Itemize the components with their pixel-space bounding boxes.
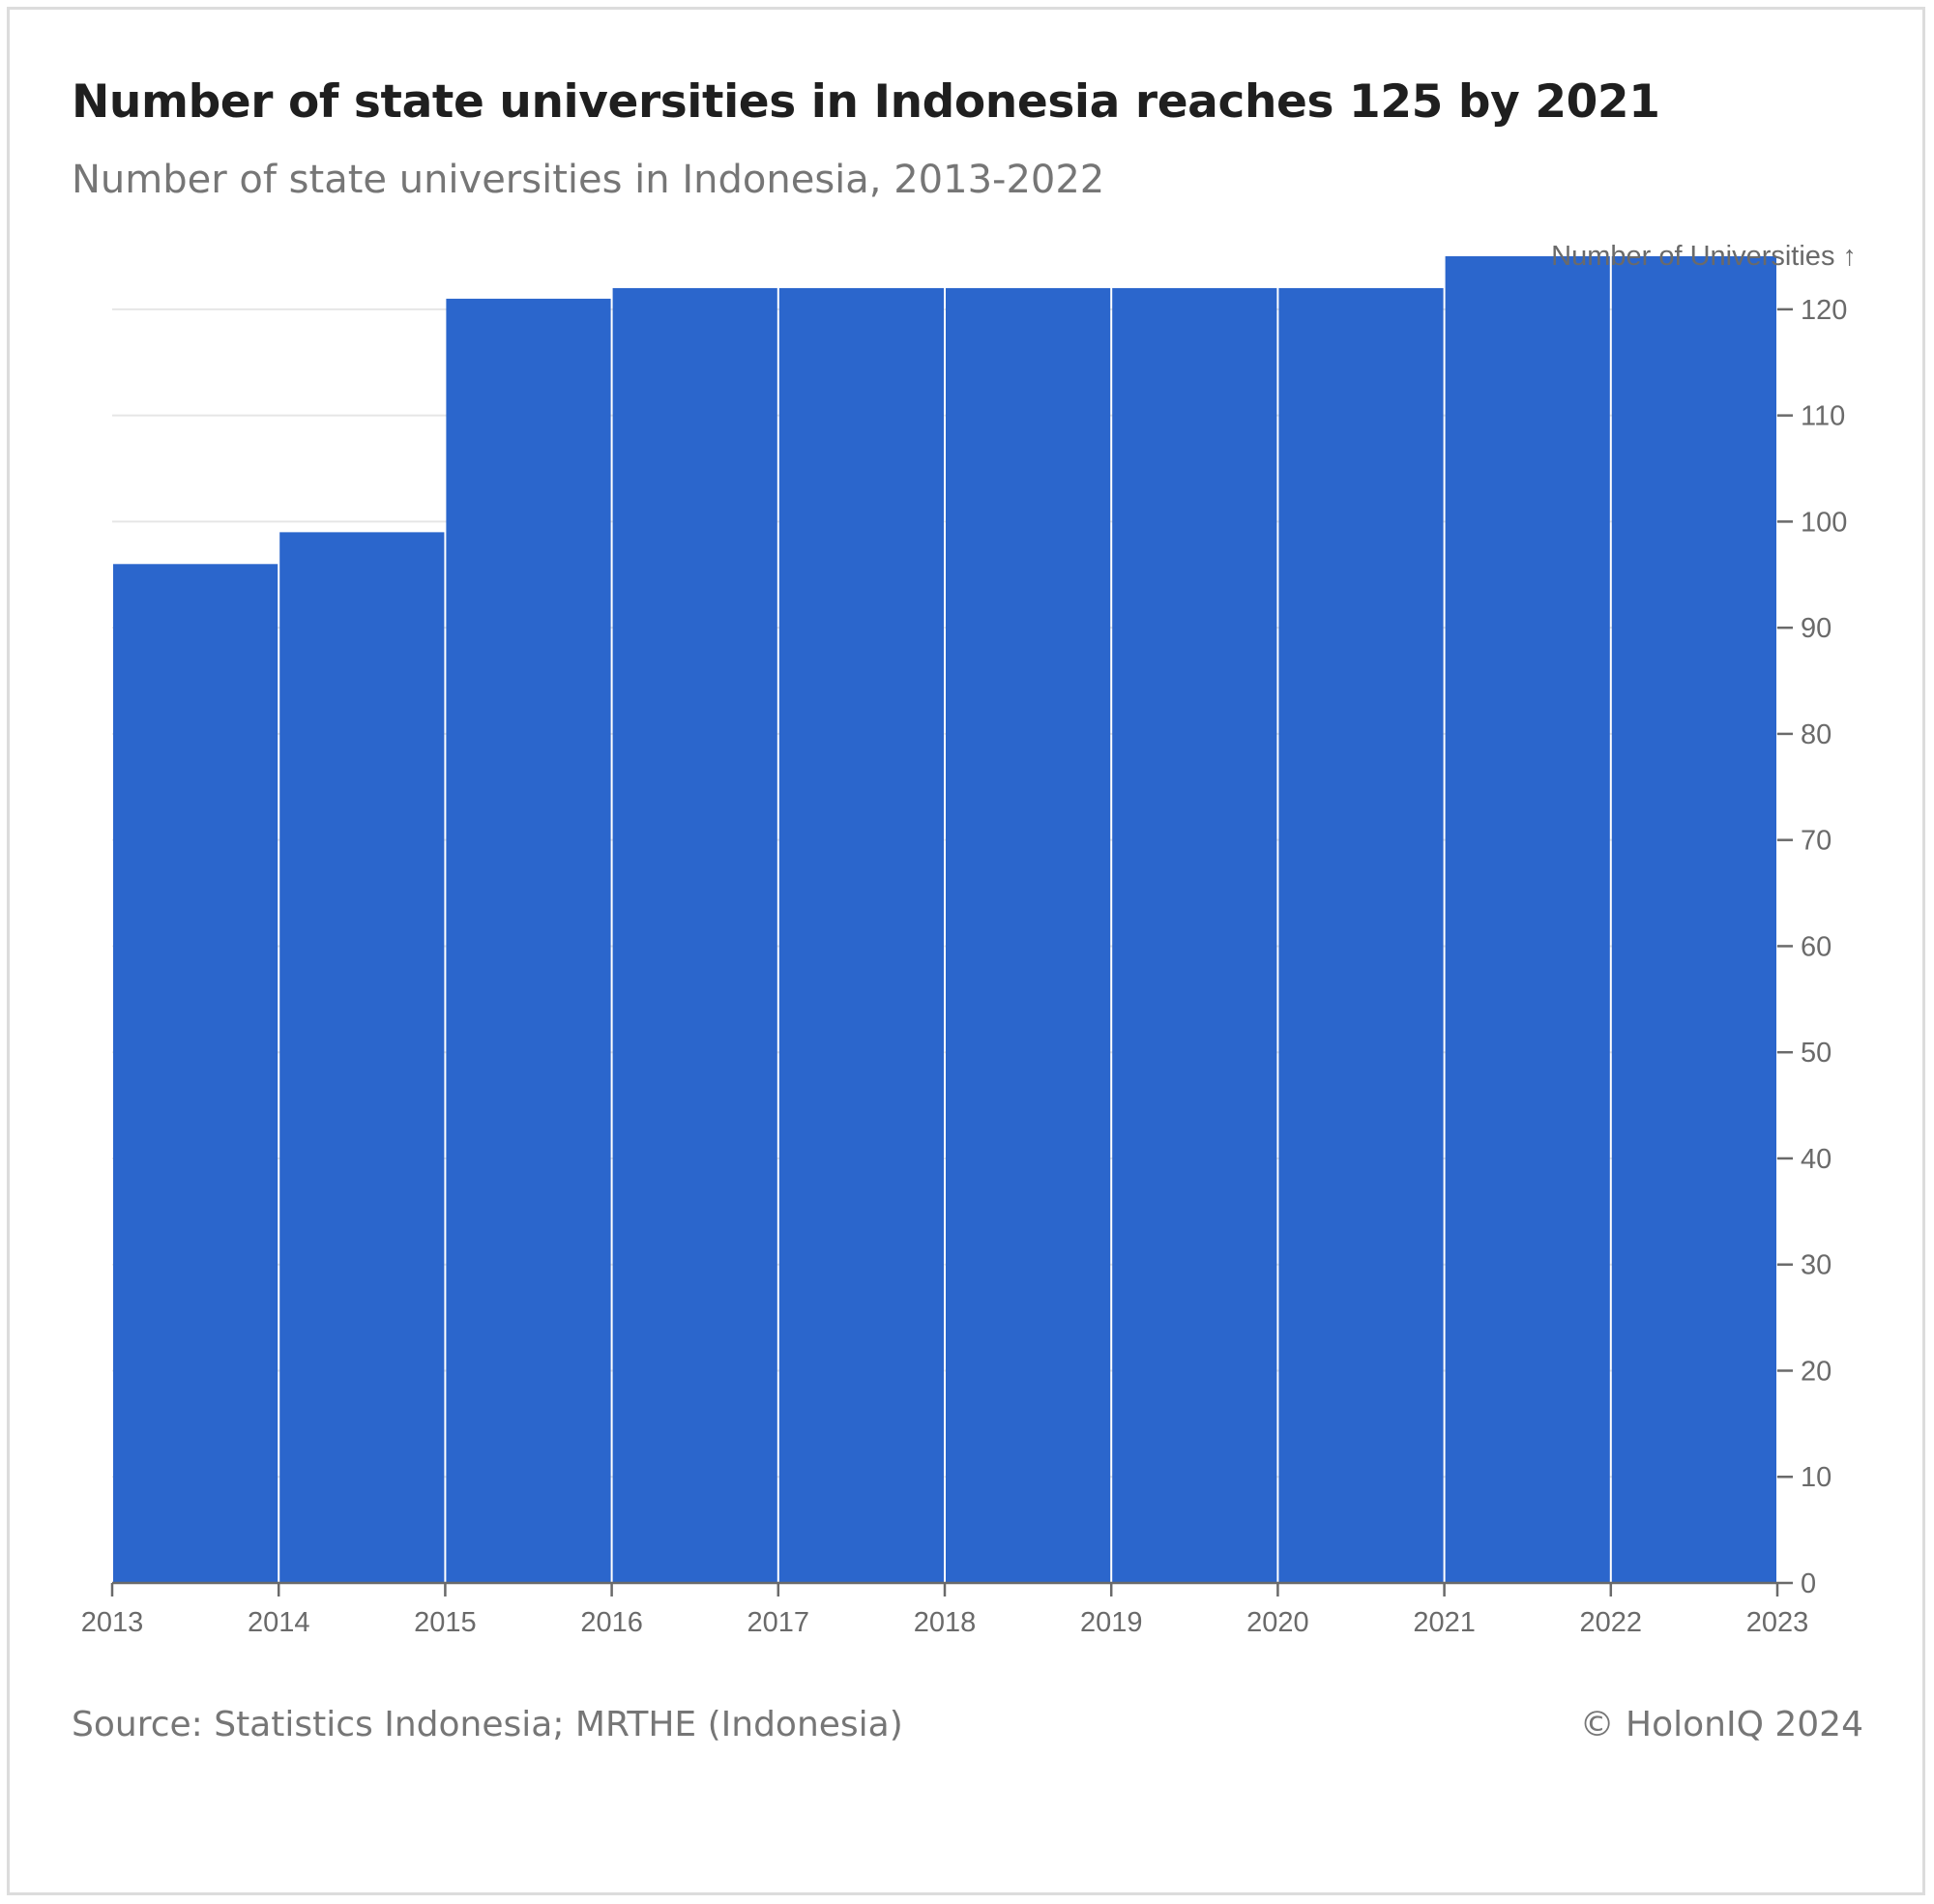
x-tick-label: 2015 bbox=[414, 1607, 477, 1638]
y-tick-label: 80 bbox=[1801, 719, 1831, 750]
bars bbox=[113, 256, 1776, 1584]
y-tick-label: 50 bbox=[1801, 1038, 1831, 1069]
y-tick-label: 60 bbox=[1801, 931, 1831, 962]
y-tick-label: 0 bbox=[1801, 1568, 1816, 1599]
copyright-note: © HolonIQ 2024 bbox=[1579, 1705, 1863, 1744]
x-tick-label: 2022 bbox=[1580, 1607, 1643, 1638]
x-tick-label: 2018 bbox=[914, 1607, 977, 1638]
x-tick-label: 2014 bbox=[248, 1607, 310, 1638]
bar-2017 bbox=[778, 287, 944, 1584]
y-tick-label: 120 bbox=[1801, 295, 1847, 326]
y-axis-label: Number of Universities ↑ bbox=[1551, 241, 1857, 272]
y-tick-label: 20 bbox=[1801, 1356, 1831, 1387]
y-tick-label: 30 bbox=[1801, 1250, 1831, 1281]
chart-title: Number of state universities in Indonesi… bbox=[72, 75, 1660, 129]
bar-2020 bbox=[1278, 287, 1444, 1584]
y-tick-label: 10 bbox=[1801, 1462, 1831, 1493]
bar-2019 bbox=[1112, 287, 1277, 1584]
bar-2018 bbox=[946, 287, 1111, 1584]
x-tick-label: 2023 bbox=[1746, 1607, 1809, 1638]
y-tick-label: 40 bbox=[1801, 1144, 1831, 1175]
bar-2022 bbox=[1611, 256, 1776, 1583]
bar-2015 bbox=[446, 298, 611, 1583]
x-tick-label: 2016 bbox=[580, 1607, 643, 1638]
x-axis: 2013 2014 2015 2016 2017 2018 2019 2020 2021 2022… bbox=[81, 1581, 1809, 1638]
bar-2016 bbox=[612, 287, 777, 1584]
x-tick-label: 2017 bbox=[747, 1607, 810, 1638]
chart-subtitle: Number of state universities in Indonesi… bbox=[72, 158, 1105, 202]
x-tick-label: 2020 bbox=[1246, 1607, 1309, 1638]
bar-2014 bbox=[279, 532, 445, 1583]
x-tick-label: 2013 bbox=[81, 1607, 144, 1638]
y-tick-label: 110 bbox=[1801, 401, 1845, 432]
x-tick-label: 2021 bbox=[1413, 1607, 1476, 1638]
bar-2021 bbox=[1445, 256, 1610, 1583]
bar-2013 bbox=[113, 564, 278, 1584]
x-tick-label: 2019 bbox=[1080, 1607, 1143, 1638]
source-note: Source: Statistics Indonesia; MRTHE (Ind… bbox=[72, 1705, 903, 1744]
y-axis: 0 10 20 30 40 50 60 70 80 90 100 110 120 bbox=[1777, 295, 1847, 1599]
y-tick-label: 90 bbox=[1801, 613, 1831, 644]
y-tick-label: 70 bbox=[1801, 826, 1831, 857]
y-tick-label: 100 bbox=[1801, 507, 1847, 538]
